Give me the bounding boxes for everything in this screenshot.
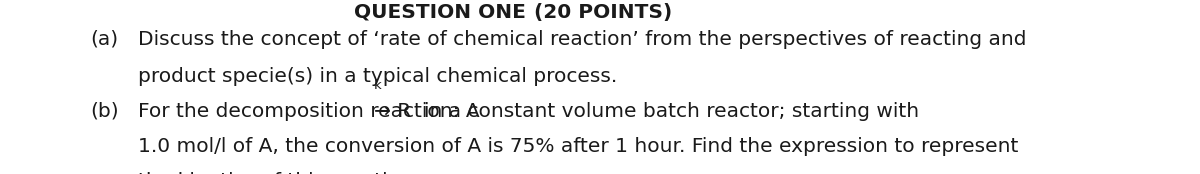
Text: product specie(s) in a typical chemical process.: product specie(s) in a typical chemical …: [138, 67, 617, 86]
Text: 1.0 mol/l of A, the conversion of A is 75% after 1 hour. Find the expression to : 1.0 mol/l of A, the conversion of A is 7…: [138, 137, 1019, 156]
Text: QUESTION ONE: QUESTION ONE: [354, 3, 526, 22]
Text: Discuss the concept of ‘rate of chemical reaction’ from the perspectives of reac: Discuss the concept of ‘rate of chemical…: [138, 30, 1026, 49]
Text: (a): (a): [90, 30, 118, 49]
Text: k: k: [373, 79, 382, 92]
Text: (b): (b): [90, 102, 119, 121]
Text: (20 POINTS): (20 POINTS): [534, 3, 672, 22]
Text: → R  in a constant volume batch reactor; starting with: → R in a constant volume batch reactor; …: [373, 102, 919, 121]
Text: For the decomposition reaction: A: For the decomposition reaction: A: [138, 102, 480, 121]
Text: the kinetics of this reaction.: the kinetics of this reaction.: [138, 172, 419, 174]
